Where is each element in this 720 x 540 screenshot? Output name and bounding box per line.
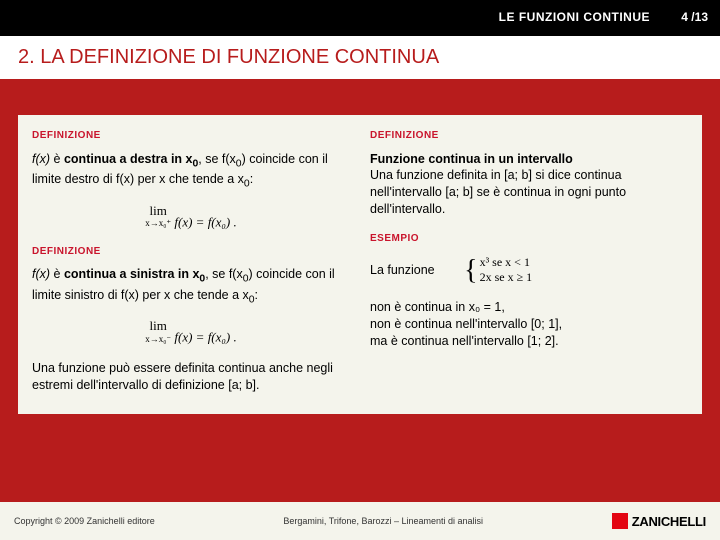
right-column: DEFINIZIONE Funzione continua in un inte…: [370, 129, 688, 404]
publisher-logo: ZANICHELLI: [612, 513, 706, 529]
fx-italic: f(x): [32, 152, 50, 166]
lim-sub: x→x₀⁺: [145, 217, 171, 229]
t: non è continua in x₀ = 1,: [370, 300, 505, 314]
def-text: Una funzione definita in [a; b] si dice …: [370, 168, 626, 216]
formula-rhs: f(x) = f(x₀) .: [171, 214, 237, 229]
definition-label-3: DEFINIZIONE: [370, 129, 688, 143]
title-box: 2. LA DEFINIZIONE DI FUNZIONE CONTINUA: [0, 36, 720, 81]
pw-row: x³ se x < 1: [480, 255, 533, 271]
logo-square-icon: [612, 513, 628, 529]
credits-text: Bergamini, Trifone, Barozzi – Lineamenti…: [155, 516, 612, 526]
definition-body-2: f(x) è continua a sinistra in x0, se f(x…: [32, 266, 350, 307]
t: :: [250, 172, 253, 186]
page-number: 4 /13: [681, 10, 708, 24]
t: :: [255, 288, 258, 302]
t: non è continua nell'intervallo [0; 1],: [370, 317, 562, 331]
t: è: [50, 152, 64, 166]
example-label: ESEMPIO: [370, 232, 688, 246]
footer-bar: Copyright © 2009 Zanichelli editore Berg…: [0, 502, 720, 540]
t: ma è continua nell'intervallo [1; 2].: [370, 334, 559, 348]
header-bar: LE FUNZIONI CONTINUE 4 /13: [0, 0, 720, 36]
piecewise-function: { x³ se x < 1 2x se x ≥ 1: [464, 252, 532, 290]
definition-body-3: Funzione continua in un intervallo Una f…: [370, 151, 688, 219]
example-intro-row: La funzione { x³ se x < 1 2x se x ≥ 1: [370, 252, 688, 290]
red-banner: DEFINIZIONE f(x) è continua a destra in …: [0, 115, 720, 199]
t: è: [50, 267, 64, 281]
t: continua a sinistra in x: [64, 267, 199, 281]
formula-2: limx→x₀⁻ f(x) = f(x₀) .: [32, 317, 350, 346]
fx-italic: f(x): [32, 267, 50, 281]
left-column: DEFINIZIONE f(x) è continua a destra in …: [32, 129, 350, 404]
def-title: Funzione continua in un intervallo: [370, 152, 573, 166]
note-text: Una funzione può essere definita continu…: [32, 360, 350, 394]
lim: lim: [150, 318, 167, 333]
definition-body-1: f(x) è continua a destra in x0, se f(x0)…: [32, 151, 350, 192]
definition-label-2: DEFINIZIONE: [32, 245, 350, 259]
copyright-text: Copyright © 2009 Zanichelli editore: [14, 516, 155, 526]
definition-label-1: DEFINIZIONE: [32, 129, 350, 143]
t: , se f(x: [198, 152, 236, 166]
logo-text: ZANICHELLI: [632, 514, 706, 529]
pw-row: 2x se x ≥ 1: [480, 270, 533, 286]
example-intro: La funzione: [370, 263, 435, 277]
lim: lim: [150, 203, 167, 218]
header-topic: LE FUNZIONI CONTINUE: [499, 10, 650, 24]
page-title: 2. LA DEFINIZIONE DI FUNZIONE CONTINUA: [18, 46, 702, 69]
t: continua a destra in x: [64, 152, 193, 166]
formula-rhs: f(x) = f(x₀) .: [171, 330, 237, 345]
content-panel: DEFINIZIONE f(x) è continua a destra in …: [18, 115, 702, 414]
formula-1: limx→x₀⁺ f(x) = f(x₀) .: [32, 202, 350, 231]
lim-sub: x→x₀⁻: [145, 333, 171, 345]
brace-icon: {: [464, 252, 477, 290]
t: , se f(x: [205, 267, 243, 281]
example-conclusion: non è continua in x₀ = 1, non è continua…: [370, 299, 688, 350]
